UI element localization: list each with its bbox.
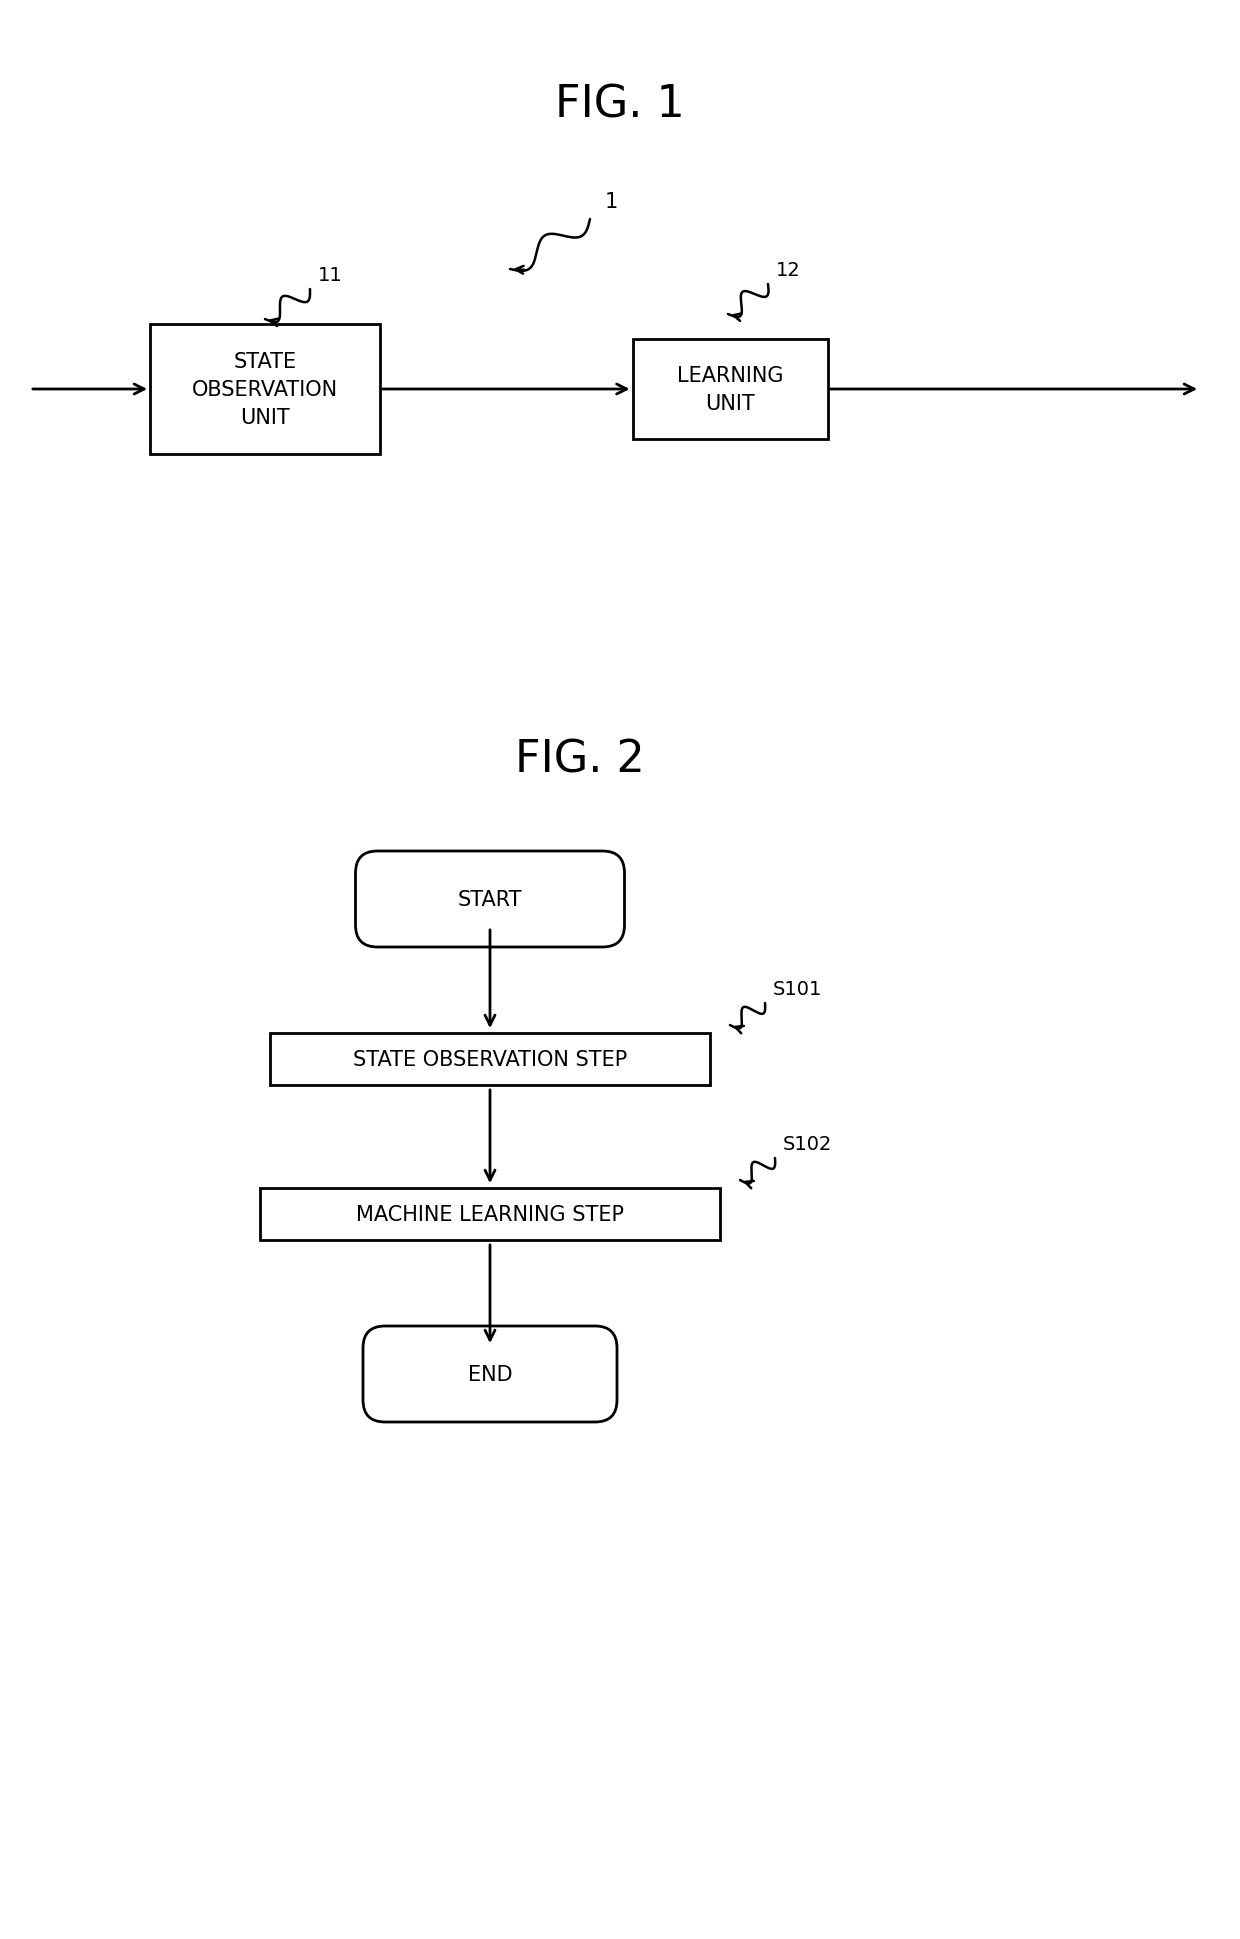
Text: 1: 1 xyxy=(605,192,619,211)
FancyBboxPatch shape xyxy=(270,1033,711,1086)
Text: END: END xyxy=(467,1365,512,1384)
FancyBboxPatch shape xyxy=(260,1189,720,1241)
Text: FIG. 1: FIG. 1 xyxy=(556,83,684,126)
Text: 12: 12 xyxy=(776,262,801,279)
FancyBboxPatch shape xyxy=(632,339,827,440)
FancyBboxPatch shape xyxy=(150,326,379,456)
Text: STATE OBSERVATION STEP: STATE OBSERVATION STEP xyxy=(353,1049,627,1070)
Text: MACHINE LEARNING STEP: MACHINE LEARNING STEP xyxy=(356,1204,624,1224)
Text: LEARNING
UNIT: LEARNING UNIT xyxy=(677,366,784,413)
Text: START: START xyxy=(458,890,522,909)
Text: S101: S101 xyxy=(773,979,822,999)
Text: STATE
OBSERVATION
UNIT: STATE OBSERVATION UNIT xyxy=(192,351,339,429)
Text: FIG. 2: FIG. 2 xyxy=(515,739,645,781)
FancyBboxPatch shape xyxy=(356,851,625,948)
FancyBboxPatch shape xyxy=(363,1326,618,1423)
Text: S102: S102 xyxy=(782,1134,832,1154)
Text: 11: 11 xyxy=(317,266,342,285)
